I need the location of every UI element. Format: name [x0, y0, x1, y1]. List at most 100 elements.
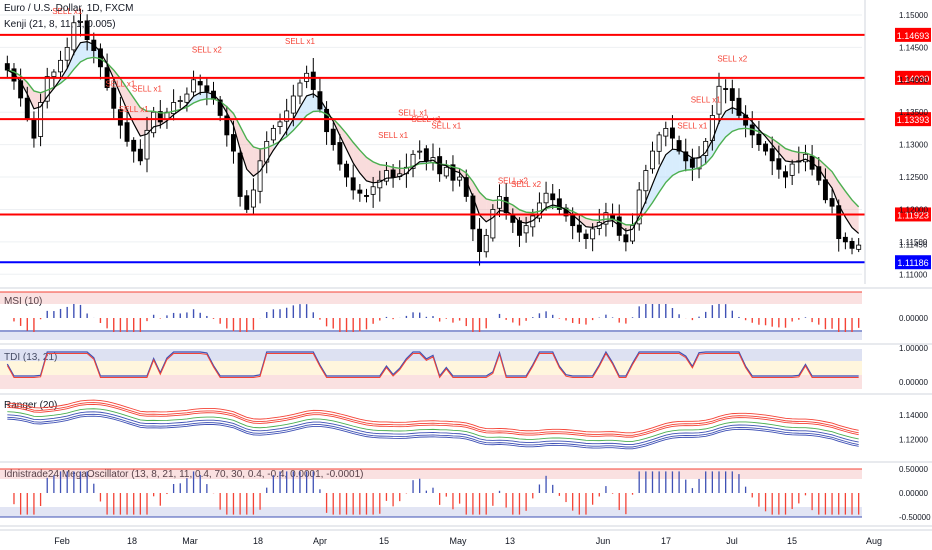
candle-body — [423, 148, 429, 162]
candle-body — [543, 192, 549, 204]
candle-body — [816, 166, 822, 181]
kenji-band — [80, 41, 88, 62]
candle-body — [84, 20, 90, 41]
candle — [756, 120, 762, 151]
sub-panes: MSI (10) TDI (13, 21) Ranger (20) Idnist… — [0, 287, 932, 527]
kenji-band — [479, 192, 487, 222]
candle-body — [231, 134, 236, 152]
time-tick: 18 — [253, 536, 263, 546]
tdi-tick: 0.00000 — [899, 378, 928, 387]
level-tag — [895, 70, 931, 85]
candle — [111, 77, 117, 119]
candle — [443, 160, 449, 179]
kenji-band — [127, 88, 134, 124]
kenji-band — [67, 53, 74, 78]
tdi-upper-band — [0, 349, 862, 361]
time-tick: Mar — [182, 536, 198, 546]
candle — [723, 79, 729, 104]
kenji-band — [792, 150, 799, 162]
sell-signal: SELL x1 — [691, 95, 721, 104]
candle-body — [477, 228, 483, 252]
candle-body — [284, 110, 290, 122]
candle-body — [643, 170, 649, 192]
candle — [157, 100, 163, 129]
level-label: 1.11923 — [897, 210, 929, 220]
candle — [716, 72, 722, 124]
candle-body — [417, 150, 423, 153]
candle-body — [669, 127, 675, 139]
time-tick: Aug — [866, 536, 882, 546]
candle — [344, 160, 349, 187]
candle — [244, 190, 250, 213]
candle — [124, 110, 130, 147]
candle — [430, 143, 436, 171]
candle-body — [503, 196, 509, 214]
candle — [783, 165, 788, 189]
level-tag — [895, 112, 931, 127]
candle — [117, 96, 123, 139]
candle — [211, 81, 216, 105]
candle — [829, 189, 835, 214]
candle — [51, 69, 57, 90]
ranger-tick: 1.12000 — [899, 435, 928, 444]
candle — [450, 155, 456, 192]
candle-body — [131, 139, 137, 152]
candle — [643, 164, 649, 204]
price-tick: 1.14500 — [899, 43, 928, 52]
candle-body — [517, 220, 522, 236]
slow-ma-line — [7, 56, 860, 226]
candle-body — [756, 133, 762, 146]
sell-signal: SELL x2 — [498, 177, 528, 186]
candle-body — [18, 80, 24, 99]
candle — [417, 140, 423, 160]
candle-body — [769, 148, 775, 162]
candle-body — [310, 71, 316, 90]
candle — [803, 144, 808, 172]
level-tag — [895, 255, 931, 270]
candle-body — [803, 153, 808, 163]
candle-body — [58, 59, 63, 73]
candle-body — [137, 148, 143, 162]
candle — [490, 204, 496, 242]
level-tag — [895, 27, 931, 42]
price-tick: 1.11000 — [899, 270, 928, 279]
kenji-fill — [7, 41, 859, 234]
tdi-panel-title: TDI (13, 21) — [4, 352, 57, 363]
price-pane: 1.14693 1.14030 1.13393 1.11923 1.11186 SELL… — [0, 0, 931, 284]
candle-body — [683, 151, 689, 162]
price-tick: 1.12000 — [899, 205, 928, 214]
candle-body — [716, 85, 722, 115]
kenji-band — [140, 107, 147, 137]
candle-body — [583, 233, 589, 240]
candle — [44, 67, 50, 109]
candle — [743, 105, 749, 138]
msi-upper-band — [0, 292, 862, 304]
candle — [676, 135, 682, 155]
kenji-band — [366, 157, 374, 183]
ranger-tick: 1.14000 — [899, 411, 928, 420]
candle — [4, 55, 10, 79]
candle — [84, 14, 90, 51]
candle — [842, 232, 848, 250]
sell-signal: SELL x1 — [677, 121, 707, 130]
time-tick: 15 — [379, 536, 389, 546]
kenji-band — [113, 70, 121, 95]
time-tick: Jul — [726, 536, 738, 546]
candle-body — [576, 224, 582, 233]
tdi-signal-line — [6, 352, 859, 379]
symbol-title: Euro / U.S. Dollar, 1D, FXCM — [4, 3, 133, 14]
candle-body — [24, 97, 30, 120]
time-tick: Feb — [54, 536, 70, 546]
candle-body — [410, 153, 416, 169]
candle — [144, 116, 150, 173]
candle-body — [723, 88, 729, 90]
ranger-line — [7, 411, 859, 445]
candle-body — [290, 95, 296, 114]
candle-body — [763, 143, 769, 152]
kenji-band — [672, 149, 680, 176]
candle-body — [630, 225, 635, 242]
candle — [264, 131, 270, 174]
candle — [583, 229, 589, 249]
candle-body — [856, 244, 862, 250]
candle — [277, 113, 283, 135]
